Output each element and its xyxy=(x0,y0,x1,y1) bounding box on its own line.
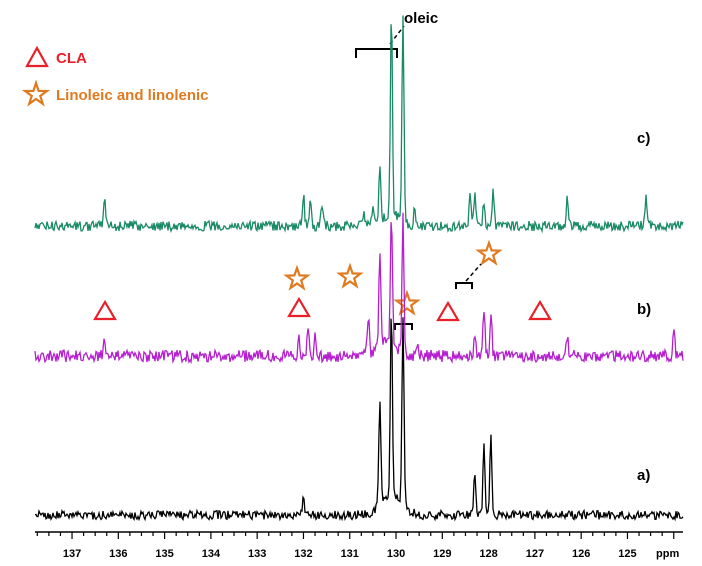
cla-triangle-icon xyxy=(528,299,552,321)
spectrum-trace-b xyxy=(34,212,684,365)
x-tick-label: 130 xyxy=(387,548,405,560)
x-tick-label: 125 xyxy=(618,548,636,560)
oleic-label: oleic xyxy=(404,10,438,27)
x-tick-label: 128 xyxy=(479,548,497,560)
linoleic-star-icon xyxy=(475,239,503,266)
x-tick-label: 136 xyxy=(109,548,127,560)
x-tick-label: 127 xyxy=(526,548,544,560)
series-label-b: b) xyxy=(637,301,651,318)
x-tick-label: 134 xyxy=(202,548,221,560)
linoleic-star-icon xyxy=(336,262,364,289)
oleic-annotation: oleic xyxy=(355,10,438,58)
x-axis: 137 136 135 134 133 132 131 130 129 128 127 126 125 xyxy=(35,531,683,560)
legend-label-linoleic: Linoleic and linolenic xyxy=(56,87,209,104)
x-tick-label: 137 xyxy=(63,548,81,560)
linoleic-star-icon xyxy=(21,79,51,107)
cla-triangle-icon xyxy=(93,299,117,321)
cla-triangle-icon xyxy=(25,45,49,68)
cla-triangle-icon xyxy=(287,296,311,318)
linoleic-star-icon xyxy=(393,289,421,316)
x-tick-label: 133 xyxy=(248,548,266,560)
x-tick-label: 126 xyxy=(572,548,590,560)
x-tick-label: 132 xyxy=(294,548,312,560)
legend: CLA Linoleic and linolenic xyxy=(21,45,209,107)
spectrum-trace-c xyxy=(34,15,684,234)
x-axis-label: ppm xyxy=(656,548,679,560)
cla-triangle-icon xyxy=(436,300,460,322)
series-label-c: c) xyxy=(637,130,650,147)
x-tick-label: 129 xyxy=(433,548,451,560)
x-tick-label: 131 xyxy=(341,548,359,560)
spectrum-trace-a xyxy=(34,317,684,522)
trace-b-markers xyxy=(93,239,552,330)
series-label-a: a) xyxy=(637,467,650,484)
linoleic-star-icon xyxy=(283,264,311,291)
x-tick-label: 135 xyxy=(155,548,173,560)
legend-label-cla: CLA xyxy=(56,50,87,67)
